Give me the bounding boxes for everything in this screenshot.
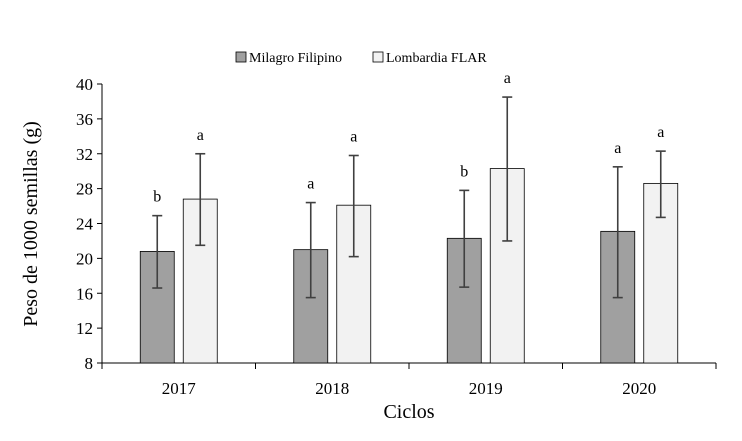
x-tick-label: 2018 bbox=[315, 379, 349, 398]
significance-label: b bbox=[153, 189, 161, 206]
y-tick-label: 20 bbox=[76, 249, 93, 268]
significance-label: a bbox=[350, 128, 357, 145]
y-tick-label: 28 bbox=[76, 180, 93, 199]
y-tick-label: 36 bbox=[76, 110, 93, 129]
y-tick-label: 12 bbox=[76, 319, 93, 338]
significance-label: b bbox=[460, 163, 468, 180]
legend-swatch bbox=[235, 51, 247, 63]
legend-label: Milagro Filipino bbox=[249, 51, 342, 66]
y-tick-label: 40 bbox=[76, 75, 93, 94]
y-tick-label: 32 bbox=[76, 145, 93, 164]
plot-area: 8 12 16 20 24 28 32 36 40 b a 2017 a a 2018 b a 2019 a a 202… bbox=[76, 70, 717, 398]
x-tick-label: 2020 bbox=[622, 379, 656, 398]
significance-label: a bbox=[504, 70, 511, 87]
y-tick-label: 8 bbox=[85, 354, 94, 373]
legend-swatch bbox=[372, 51, 384, 63]
significance-label: a bbox=[197, 127, 204, 144]
x-axis-title: Ciclos bbox=[383, 401, 434, 423]
x-tick-label: 2017 bbox=[162, 379, 197, 398]
significance-label: a bbox=[307, 176, 314, 193]
legend: Milagro Filipino Lombardia FLAR bbox=[235, 51, 487, 66]
y-tick-label: 24 bbox=[76, 215, 94, 234]
y-tick-label: 16 bbox=[76, 284, 93, 303]
x-tick-label: 2019 bbox=[469, 379, 503, 398]
legend-label: Lombardia FLAR bbox=[386, 51, 487, 66]
y-axis-title: Peso de 1000 semillas (g) bbox=[20, 121, 42, 327]
significance-label: a bbox=[614, 140, 621, 157]
bar bbox=[139, 250, 175, 364]
significance-label: a bbox=[657, 124, 664, 141]
